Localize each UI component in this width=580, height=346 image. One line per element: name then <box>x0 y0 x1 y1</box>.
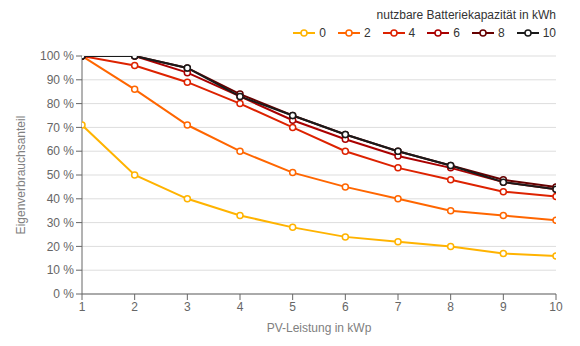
svg-text:9: 9 <box>500 300 507 314</box>
html-text:4: 4 <box>408 26 416 40</box>
html-text:10: 10 <box>542 26 556 40</box>
svg-text:6: 6 <box>342 300 349 314</box>
svg-text:8: 8 <box>447 300 454 314</box>
svg-text:60 %: 60 % <box>47 144 75 158</box>
svg-text:30 %: 30 % <box>47 216 75 230</box>
html-text:0: 0 <box>319 26 326 40</box>
svg-text:Eigenverbrauchsanteil: Eigenverbrauchsanteil <box>14 116 28 235</box>
svg-text:3: 3 <box>184 300 191 314</box>
html-text:2: 2 <box>363 26 371 40</box>
svg-text:1: 1 <box>79 300 86 314</box>
svg-text:7: 7 <box>395 300 402 314</box>
svg-text:50 %: 50 % <box>47 168 75 182</box>
svg-text:100 %: 100 % <box>40 49 74 63</box>
svg-text:5: 5 <box>289 300 296 314</box>
svg-text:80 %: 80 % <box>47 97 75 111</box>
html-text:nutzbare Batteriekapazität in: nutzbare Batteriekapazität in kWh <box>376 8 556 22</box>
html-text:6: 6 <box>453 26 460 40</box>
svg-text:90 %: 90 % <box>47 73 75 87</box>
svg-text:4: 4 <box>237 300 244 314</box>
svg-text:10 %: 10 % <box>47 263 75 277</box>
svg-text:10: 10 <box>549 300 563 314</box>
svg-text:20 %: 20 % <box>47 240 75 254</box>
svg-text:40 %: 40 % <box>47 192 75 206</box>
svg-text:0 %: 0 % <box>53 287 74 301</box>
html-text:8: 8 <box>498 26 505 40</box>
svg-text:70 %: 70 % <box>47 121 75 135</box>
svg-text:PV-Leistung in kWp: PV-Leistung in kWp <box>267 321 372 335</box>
svg-text:2: 2 <box>131 300 138 314</box>
